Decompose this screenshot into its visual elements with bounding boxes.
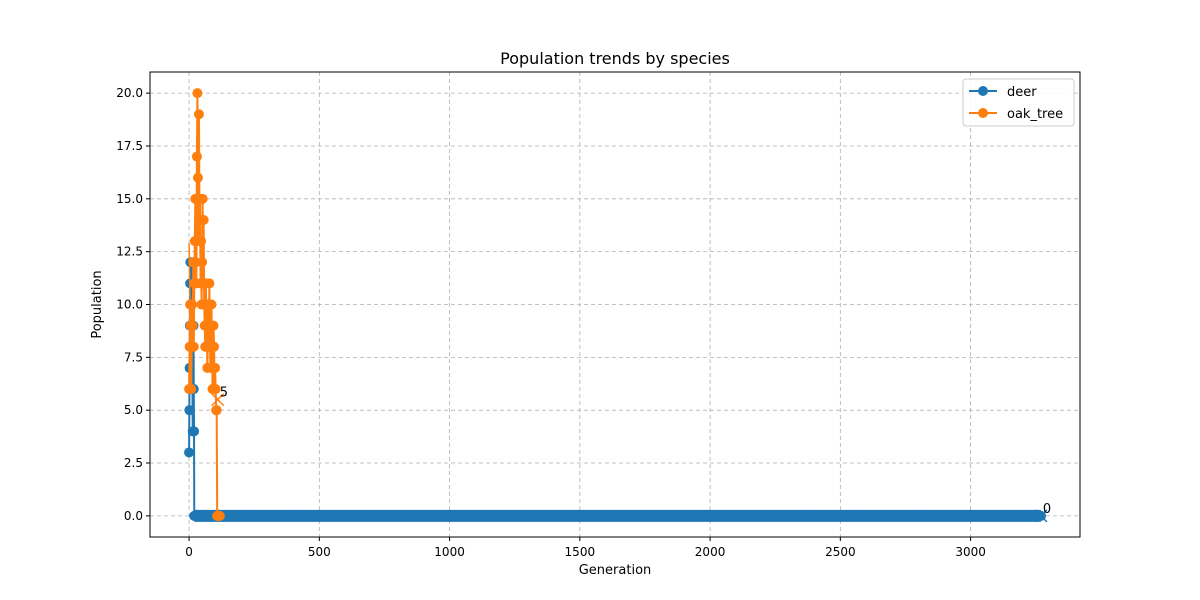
x-tick-label-0: 0 (185, 545, 193, 559)
y-tick-label-7: 17.5 (116, 139, 143, 153)
point-deer-1 (184, 405, 195, 416)
legend: deer oak_tree (962, 78, 1075, 127)
point-oak_tree-17 (192, 172, 203, 183)
point-oak_tree-25 (197, 257, 208, 268)
y-tick-label-6: 15.0 (116, 192, 143, 206)
point-oak_tree-4 (186, 384, 197, 395)
x-tick-label-1: 500 (308, 545, 331, 559)
point-oak_tree-50 (210, 362, 221, 373)
point-oak_tree-59 (214, 510, 225, 521)
x-axis: 0 500 1000 1500 2000 2500 3000 (185, 537, 986, 559)
legend-marker-deer (978, 86, 988, 96)
series-deer (184, 257, 1048, 523)
x-axis-label: Generation (579, 563, 652, 578)
legend-label-oak_tree: oak_tree (1007, 107, 1063, 122)
annotation-deer: 0 (1043, 502, 1051, 517)
y-axis-label: Population (90, 270, 105, 338)
x-tick-label-4: 2000 (695, 545, 726, 559)
point-oak_tree-7 (187, 320, 198, 331)
y-tick-label-2: 5.0 (124, 403, 143, 417)
point-oak_tree-15 (191, 151, 202, 162)
series-layer (184, 88, 1048, 523)
y-tick-label-1: 2.5 (124, 456, 143, 470)
point-oak_tree-26 (197, 193, 208, 204)
point-oak_tree-23 (196, 236, 207, 247)
point-oak_tree-28 (198, 214, 209, 225)
legend-marker-oak_tree (978, 108, 988, 118)
point-oak_tree-51 (210, 384, 221, 395)
legend-label-deer: deer (1007, 85, 1037, 100)
point-oak_tree-9 (188, 341, 199, 352)
point-deer-19 (189, 426, 200, 437)
y-tick-label-0: 0.0 (124, 509, 143, 523)
point-deer-22 (191, 510, 202, 521)
series-oak_tree (184, 88, 225, 521)
point-oak_tree-47 (208, 320, 219, 331)
point-oak_tree-39 (204, 278, 215, 289)
point-oak_tree-19 (193, 109, 204, 120)
x-tick-label-2: 1000 (434, 545, 465, 559)
point-oak_tree-16 (192, 88, 203, 99)
point-oak_tree-43 (206, 299, 217, 310)
point-deer-0 (184, 447, 195, 458)
chart-title: Population trends by species (500, 49, 730, 68)
x-tick-label-3: 1500 (565, 545, 596, 559)
point-oak_tree-48 (209, 341, 220, 352)
y-tick-label-5: 12.5 (116, 245, 143, 259)
annotations: 05 (220, 386, 1051, 517)
end-marker-deer-b (1034, 509, 1048, 523)
x-tick-label-6: 3000 (955, 545, 986, 559)
point-oak_tree-6 (187, 299, 198, 310)
y-tick-label-3: 7.5 (124, 350, 143, 364)
end-marker-oak_tree-b (211, 393, 225, 407)
y-tick-label-4: 10.0 (116, 298, 143, 312)
point-oak_tree-53 (211, 405, 222, 416)
annotation-oak_tree: 5 (220, 386, 228, 401)
x-tick-label-5: 2500 (825, 545, 856, 559)
y-tick-label-8: 20.0 (116, 86, 143, 100)
y-axis: 0.0 2.5 5.0 7.5 10.0 12.5 15.0 17.5 20.0 (116, 86, 150, 523)
oak_tree-tick-accent (188, 243, 191, 305)
